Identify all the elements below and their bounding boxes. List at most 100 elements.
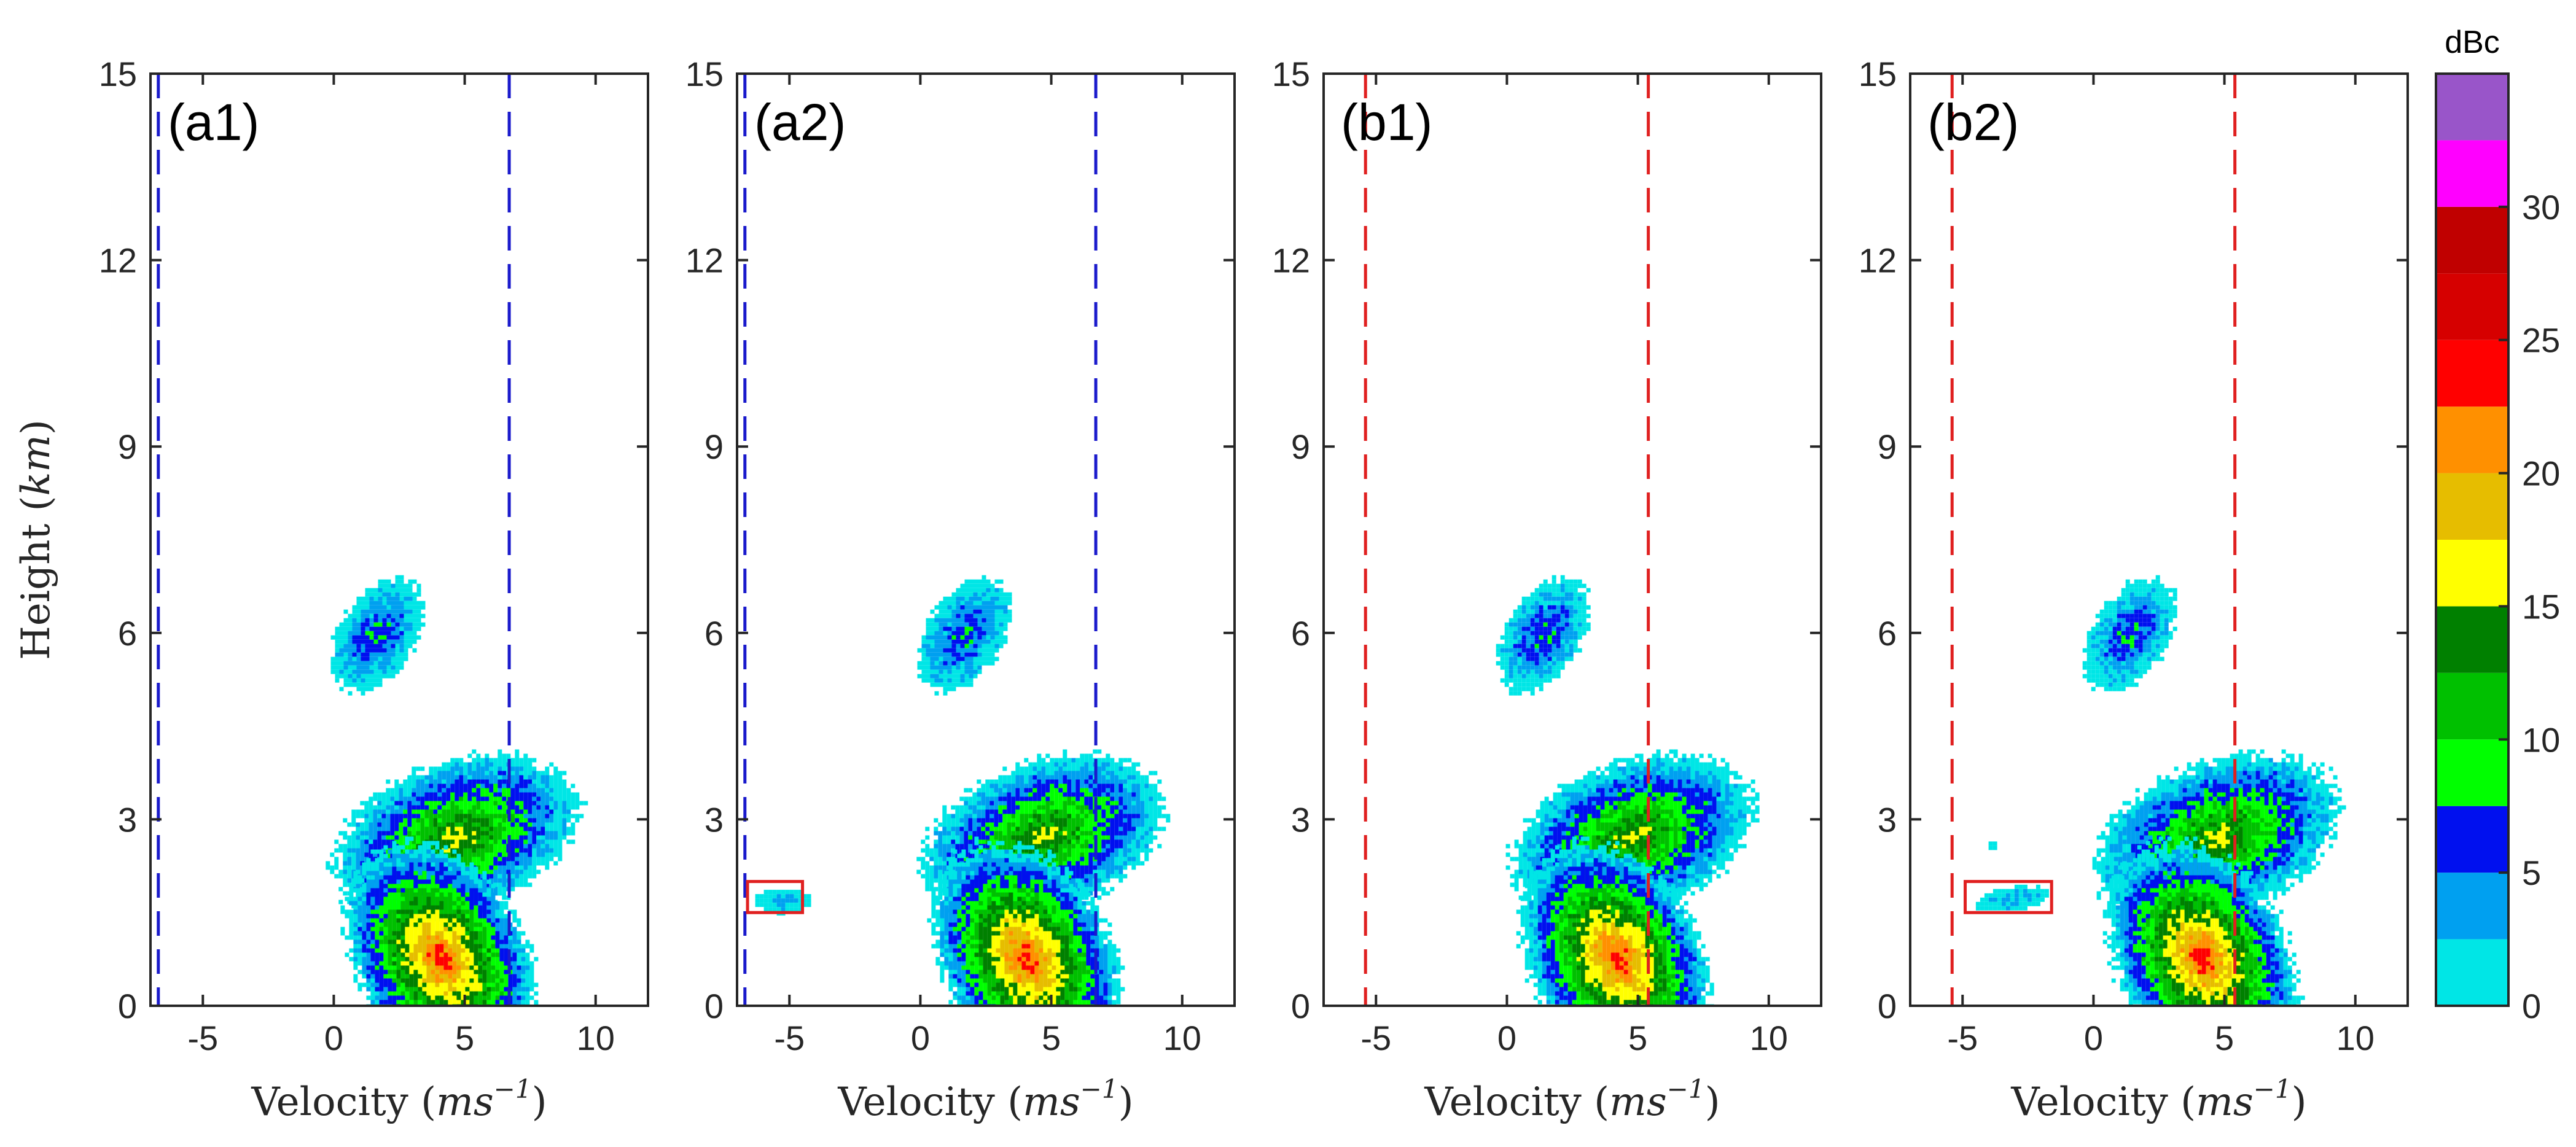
colorbar-bin [2436, 739, 2508, 806]
y-tick-label: 15 [685, 55, 724, 93]
y-tick-label: 15 [99, 55, 137, 93]
colorbar-bin [2436, 140, 2508, 207]
x-tick-label: -5 [1360, 1019, 1391, 1057]
echo-aliased-echo [755, 890, 811, 916]
colorbar-tick-label: 25 [2522, 321, 2560, 360]
echo-lower-echo [1516, 836, 1714, 1006]
y-tick-label: 0 [1878, 987, 1897, 1025]
y-tick-label: 12 [99, 241, 137, 280]
x-axis-title: Velocity (ms−1) [2010, 1074, 2306, 1125]
y-tick-label: 3 [1291, 800, 1310, 839]
echo-upper-echo [2082, 575, 2177, 691]
y-tick-label: 9 [704, 427, 724, 466]
colorbar-bin [2436, 873, 2508, 939]
x-tick-label: 0 [2084, 1019, 2103, 1057]
x-axis-title: Velocity (ms−1) [1424, 1074, 1720, 1125]
colorbar: 0 5 10 15 20 25 30 dBc [2435, 25, 2560, 1025]
x-tick-label: 5 [455, 1019, 474, 1057]
x-tick-label: 0 [911, 1019, 930, 1057]
x-tick-label: 5 [2215, 1019, 2234, 1057]
colorbar-bin [2436, 806, 2508, 873]
spectral-echoes [1975, 575, 2346, 1006]
echo-upper-echo [330, 575, 426, 696]
colorbar-tick-label: 0 [2522, 987, 2541, 1025]
aliasing-highlight-box [1964, 880, 2053, 914]
y-tick-label: 15 [1859, 55, 1897, 93]
x-tick-label: -5 [774, 1019, 805, 1057]
y-tick-label: 15 [1272, 55, 1310, 93]
y-tick-label: 9 [1878, 427, 1897, 466]
colorbar-bin [2436, 540, 2508, 607]
y-tick-label: 12 [1272, 241, 1310, 280]
panel-label: (a1) [168, 93, 259, 151]
axes-frame [149, 72, 649, 1007]
echo-lower-echo [2102, 836, 2305, 1006]
y-axis-title: Height (km) [14, 419, 59, 660]
colorbar-bin [2436, 340, 2508, 407]
echo-small-echo [1988, 841, 1997, 850]
colorbar-unit-label: dBc [2445, 25, 2500, 60]
y-tick-label: 0 [118, 987, 137, 1025]
axes-frame [1322, 72, 1822, 1007]
spectral-echoes [326, 575, 588, 1006]
y-tick-label: 6 [118, 614, 137, 653]
x-tick-label: 10 [2336, 1019, 2375, 1057]
panel-a1: -5 0 5 10 0 3 6 9 12 15 (a1) Velocity (ms−1) Height … [14, 55, 649, 1125]
y-tick-label: 6 [1291, 614, 1310, 653]
y-tick-label: 6 [1878, 614, 1897, 653]
colorbar-bin [2436, 406, 2508, 473]
colorbar-bin [2436, 672, 2508, 740]
x-tick-label: -5 [1947, 1019, 1978, 1057]
echo-upper-echo [1496, 575, 1591, 696]
panel-b2: -5 0 5 10 0 3 6 9 12 15 (b2) Velocity (ms−1) [1859, 55, 2409, 1125]
x-tick-label: 0 [1497, 1019, 1516, 1057]
colorbar-bin [2436, 206, 2508, 274]
spectral-echoes [755, 575, 1171, 1006]
panel-label: (b2) [1927, 93, 2019, 151]
echo-lower-echo [927, 836, 1125, 1006]
x-tick-label: 10 [1750, 1019, 1788, 1057]
x-tick-label: 10 [577, 1019, 615, 1057]
echo-upper-echo [917, 575, 1012, 696]
spectral-echoes [1496, 575, 1760, 1006]
y-tick-label: 12 [1859, 241, 1897, 280]
y-tick-label: 0 [704, 987, 724, 1025]
axes-frame [736, 72, 1236, 1007]
y-tick-label: 12 [685, 241, 724, 280]
panels-layer: -5 0 5 10 0 3 6 9 12 15 (a1) Velocity (ms−1) Height … [14, 55, 2409, 1125]
panel-label: (b1) [1341, 93, 1432, 151]
y-tick-label: 3 [1878, 800, 1897, 839]
x-axis-title: Velocity (ms−1) [837, 1074, 1133, 1125]
y-tick-label: 9 [118, 427, 137, 466]
y-tick-label: 3 [704, 800, 724, 839]
panel-a2: -5 0 5 10 0 3 6 9 12 15 (a2) Velocity (ms−1) [685, 55, 1236, 1125]
colorbar-tick-label: 30 [2522, 188, 2560, 227]
aliasing-highlight-box [746, 880, 805, 914]
y-tick-label: 6 [704, 614, 724, 653]
x-axis-title: Velocity (ms−1) [251, 1074, 547, 1125]
colorbar-tick-label: 5 [2522, 853, 2541, 892]
axes-frame [1909, 72, 2409, 1007]
colorbar-frame [2435, 72, 2510, 1007]
x-tick-label: 5 [1628, 1019, 1647, 1057]
x-tick-label: -5 [187, 1019, 218, 1057]
colorbar-tick-label: 20 [2522, 454, 2560, 493]
colorbar-bin [2436, 74, 2508, 141]
y-tick-label: 0 [1291, 987, 1310, 1025]
panel-label: (a2) [754, 93, 846, 151]
colorbar-bin [2436, 473, 2508, 540]
colorbar-tick-label: 15 [2522, 587, 2560, 626]
panel-b1: -5 0 5 10 0 3 6 9 12 15 (b1) Velocity (ms−1) [1272, 55, 1822, 1125]
colorbar-bin [2436, 273, 2508, 340]
echo-aliased-echo [1975, 884, 2049, 911]
colorbar-tick-label: 10 [2522, 720, 2560, 759]
y-tick-label: 9 [1291, 427, 1310, 466]
x-tick-label: 10 [1163, 1019, 1201, 1057]
x-tick-label: 5 [1042, 1019, 1061, 1057]
echo-lower-echo [340, 836, 539, 1006]
y-tick-label: 3 [118, 800, 137, 839]
colorbar-bin [2436, 606, 2508, 673]
colorbar-bin [2436, 939, 2508, 1006]
x-tick-label: 0 [324, 1019, 343, 1057]
